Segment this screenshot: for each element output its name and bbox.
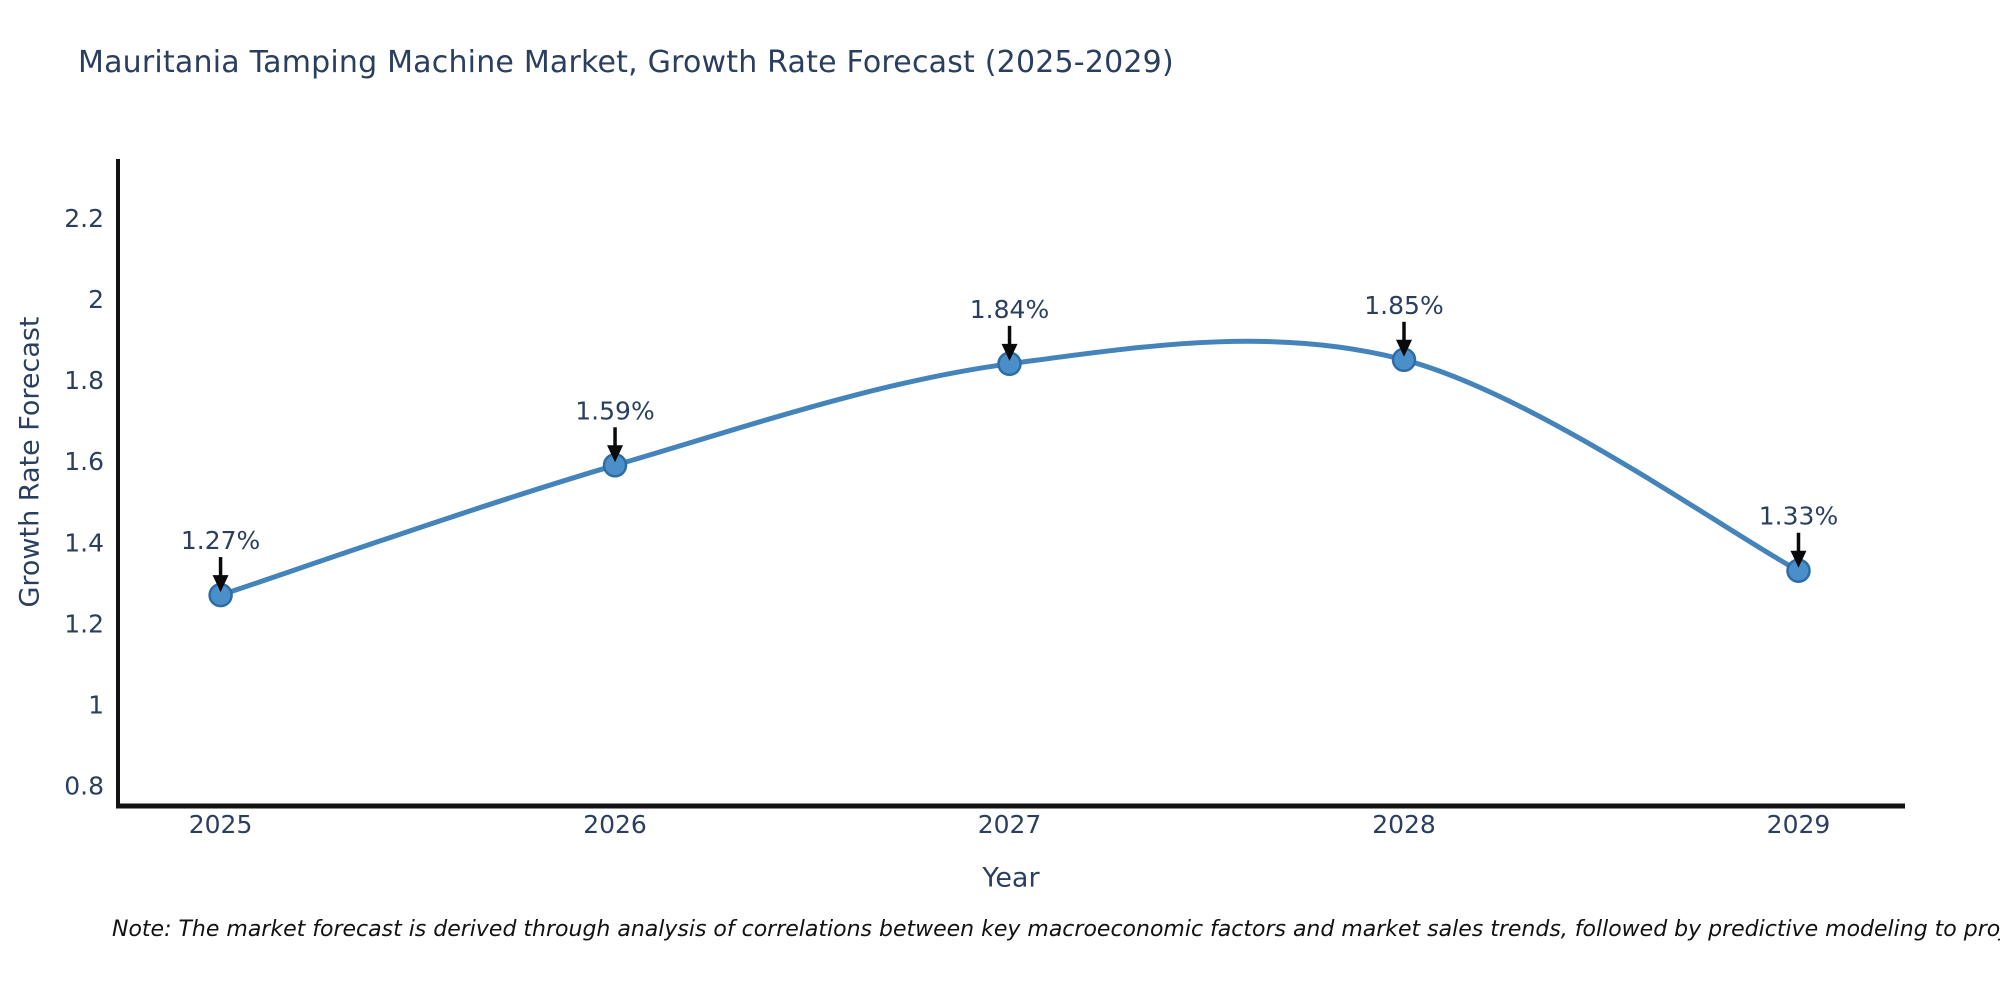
y-tick-label: 0.8 [64, 772, 104, 801]
y-axis-title: Growth Rate Forecast [14, 316, 46, 608]
chart-title: Mauritania Tamping Machine Market, Growt… [78, 45, 1174, 80]
annotation-label: 1.84% [970, 295, 1049, 324]
x-tick-label: 2029 [1767, 810, 1831, 839]
annotation-label: 1.85% [1364, 291, 1443, 320]
annotation-arrow-head-icon [212, 575, 229, 593]
x-tick-label: 2026 [583, 810, 647, 839]
x-tick-label: 2027 [978, 810, 1042, 839]
y-tick-label: 1 [88, 691, 104, 720]
annotation-arrow-head-icon [1001, 343, 1018, 361]
annotation-label: 1.27% [181, 526, 260, 555]
forecast-line [218, 338, 1801, 598]
x-tick-label: 2028 [1372, 810, 1436, 839]
annotation-label: 1.59% [575, 396, 654, 425]
annotation-arrow-head-icon [607, 445, 624, 463]
annotation-arrow-head-icon [1790, 550, 1807, 568]
annotation-arrow-head-icon [1396, 339, 1413, 357]
y-tick-label: 1.2 [64, 609, 104, 638]
y-tick-label: 2.2 [64, 204, 104, 233]
x-tick-label: 2025 [189, 810, 253, 839]
y-tick-label: 1.4 [64, 528, 104, 557]
x-axis-title: Year [982, 862, 1040, 894]
y-tick-label: 2 [88, 285, 104, 314]
footnote: Note: The market forecast is derived thr… [112, 917, 2000, 942]
y-tick-label: 1.8 [64, 366, 104, 395]
annotation-label: 1.33% [1759, 502, 1838, 531]
y-tick-label: 1.6 [64, 447, 104, 476]
